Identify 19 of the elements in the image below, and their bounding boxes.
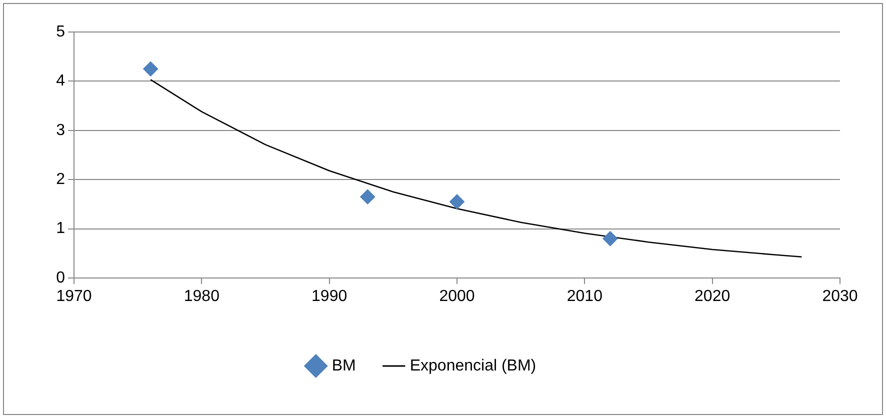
x-tick-label: 2000 — [439, 288, 475, 306]
x-tick-label: 1980 — [184, 288, 220, 306]
x-tick-label: 1990 — [312, 288, 348, 306]
y-tick-label: 1 — [56, 220, 66, 238]
point — [602, 231, 618, 246]
x-tick-label: 2020 — [694, 288, 730, 306]
y-tick-label: 3 — [56, 122, 66, 139]
point — [450, 194, 464, 210]
y-tick-label: 5 — [56, 23, 66, 40]
x-tick-label: 2010 — [566, 288, 603, 306]
legend-label: Exponencial (BM) — [410, 357, 536, 374]
x-tick-label: 2030 — [822, 288, 858, 306]
legend-label: BM — [332, 357, 356, 374]
point — [360, 189, 376, 204]
y-tick-label: 0 — [56, 269, 66, 286]
y-tick-label: 2 — [56, 171, 66, 188]
y-tick-label: 4 — [56, 72, 66, 90]
point — [143, 61, 158, 76]
x-tick-label: 1970 — [56, 288, 92, 306]
